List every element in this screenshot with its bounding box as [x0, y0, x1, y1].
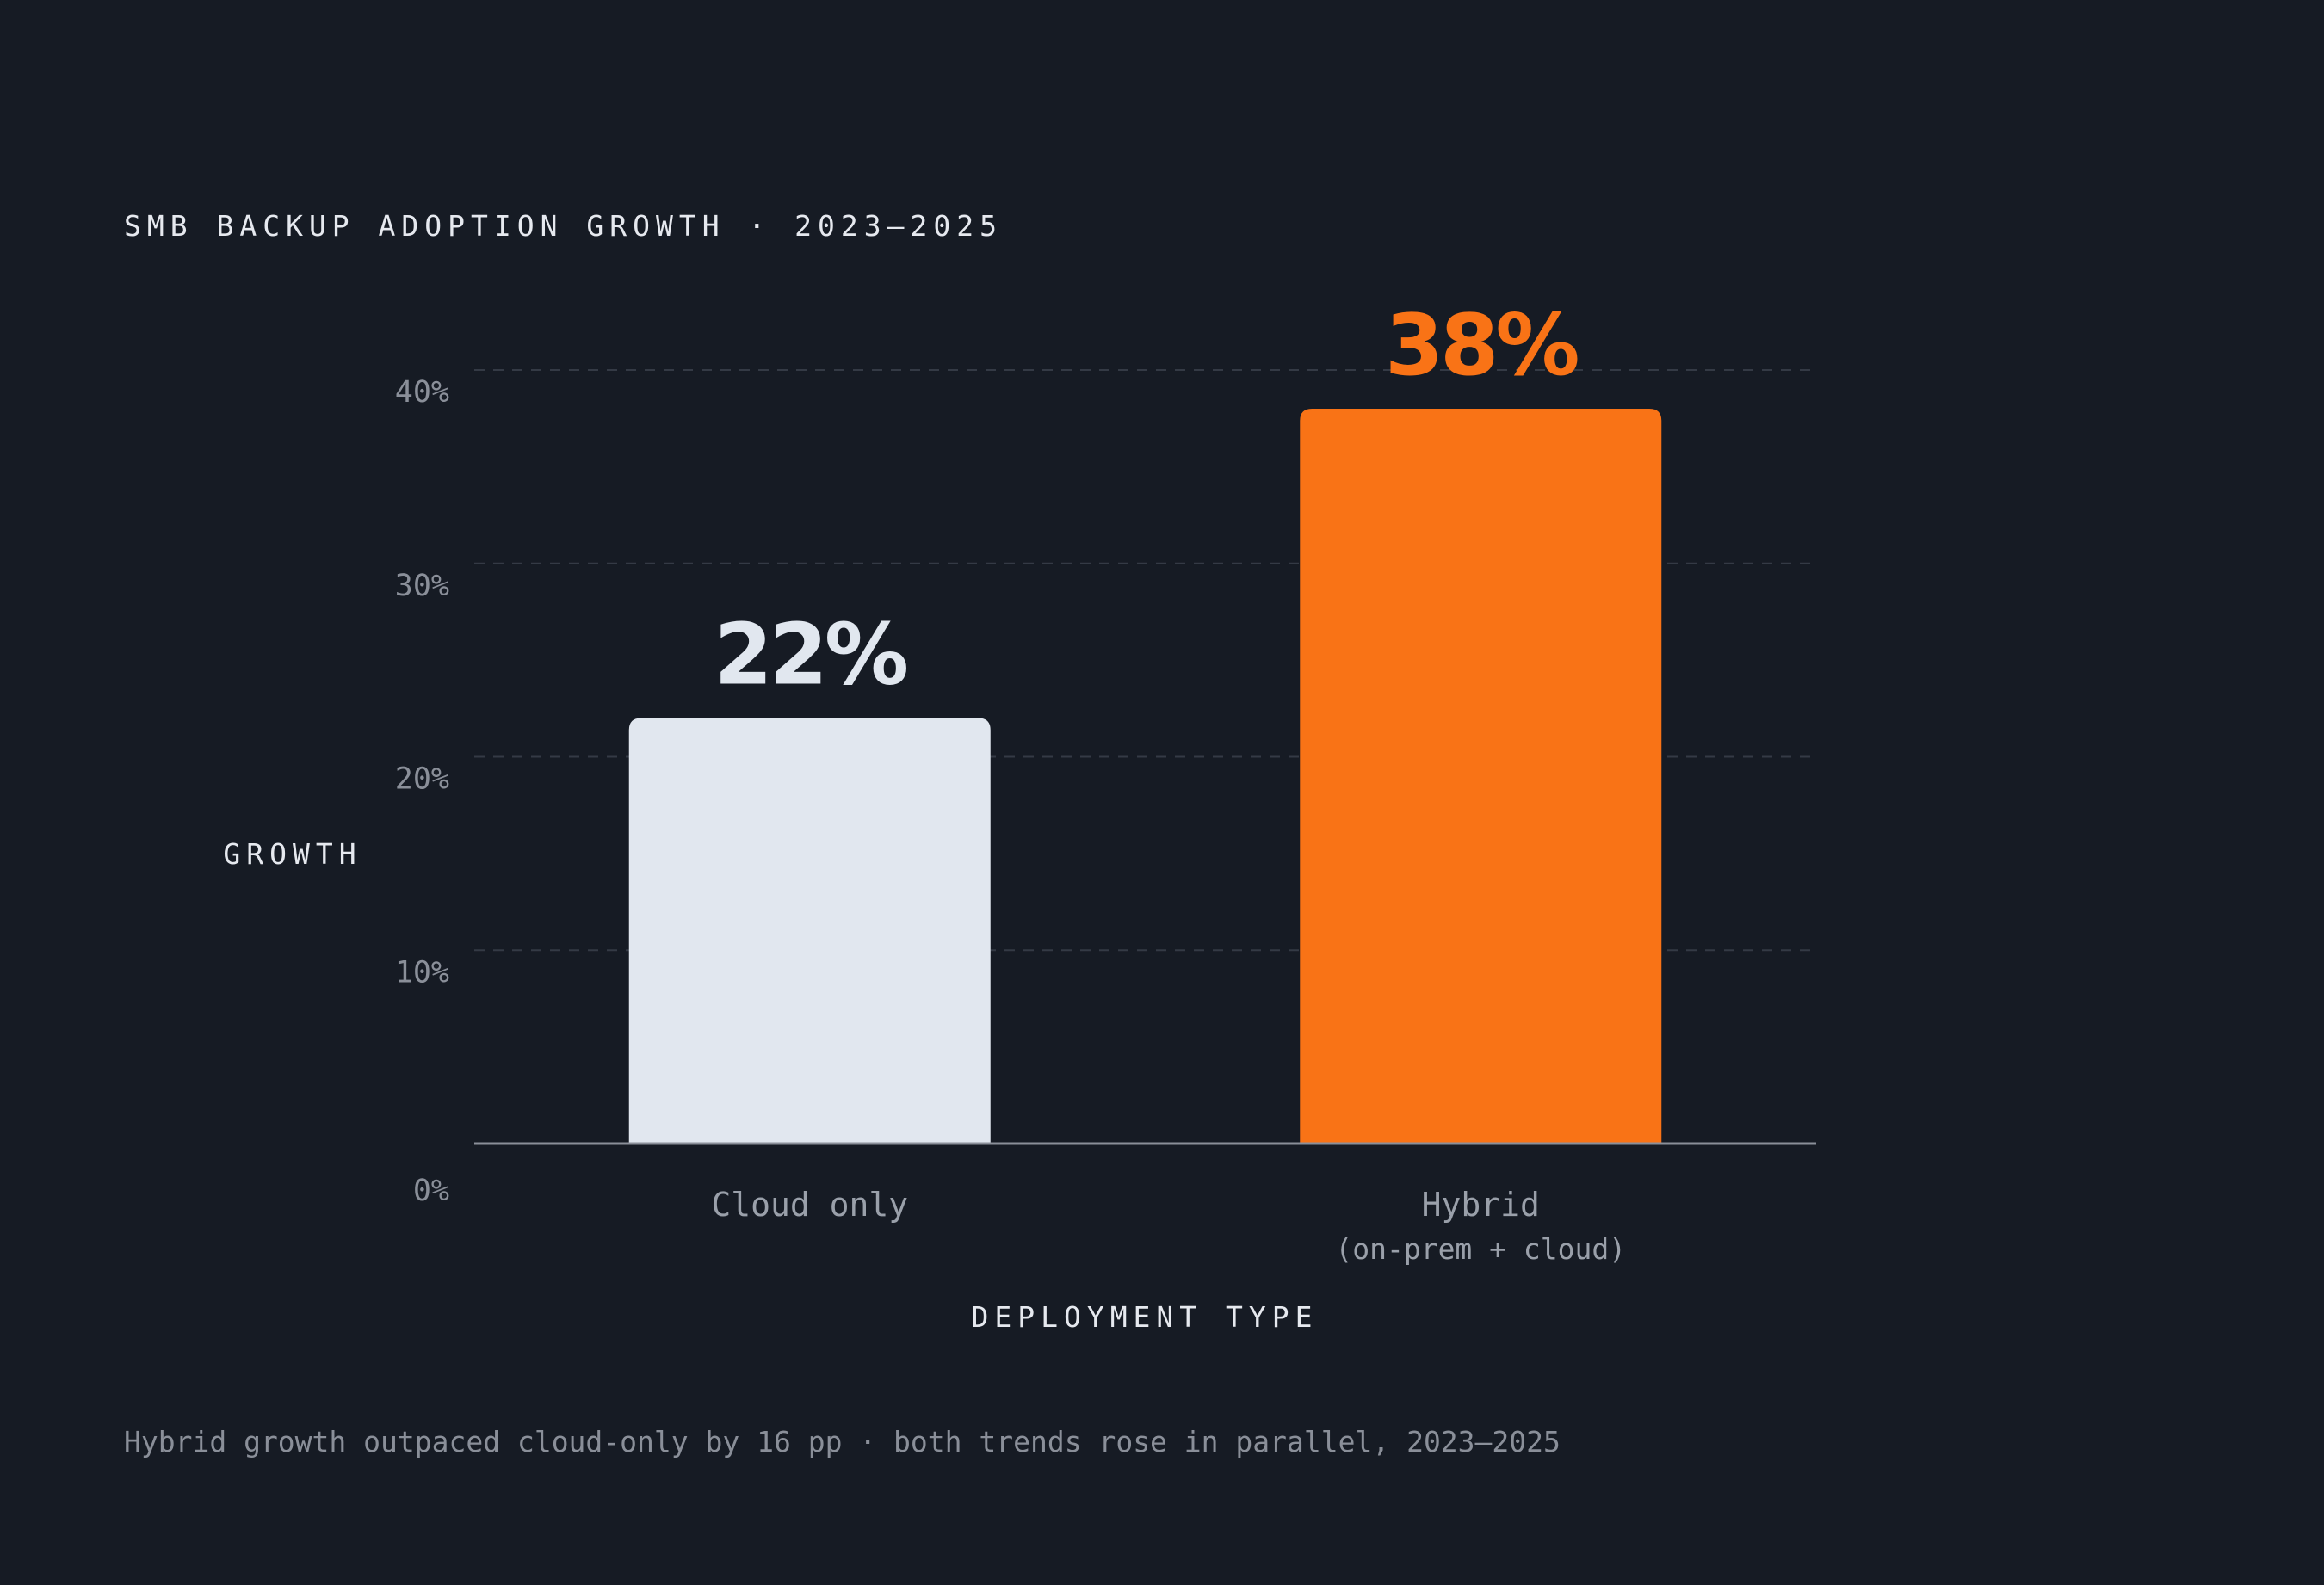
y-tick-label: 40%: [395, 375, 449, 410]
y-tick-label: 20%: [395, 762, 449, 797]
y-tick-label: 10%: [395, 955, 449, 990]
x-axis-categories: Cloud only Hybrid (on-prem + cloud): [711, 1186, 1626, 1266]
bars: 22% 38%: [628, 297, 1662, 1144]
chart-title: SMB BACKUP ADOPTION GROWTH · 2023–2025: [124, 209, 1003, 243]
y-axis-title: GROWTH: [223, 837, 362, 871]
y-axis-ticks: 0% 10% 20% 30% 40%: [395, 375, 449, 1208]
x-axis-title: DEPLOYMENT TYPE: [971, 1300, 1318, 1334]
bar-value-label: 38%: [1385, 297, 1578, 395]
footnote: Hybrid growth outpaced cloud-only by 16 …: [124, 1425, 1561, 1459]
y-tick-label: 30%: [395, 569, 449, 603]
x-category-sublabel: (on-prem + cloud): [1335, 1232, 1626, 1266]
bar: [1300, 408, 1662, 1144]
y-tick-label: 0%: [413, 1174, 449, 1208]
bar-value-label: 22%: [714, 607, 906, 705]
bar: [628, 718, 991, 1144]
x-category-label: Cloud only: [711, 1186, 908, 1224]
x-category-label: Hybrid: [1422, 1186, 1540, 1224]
